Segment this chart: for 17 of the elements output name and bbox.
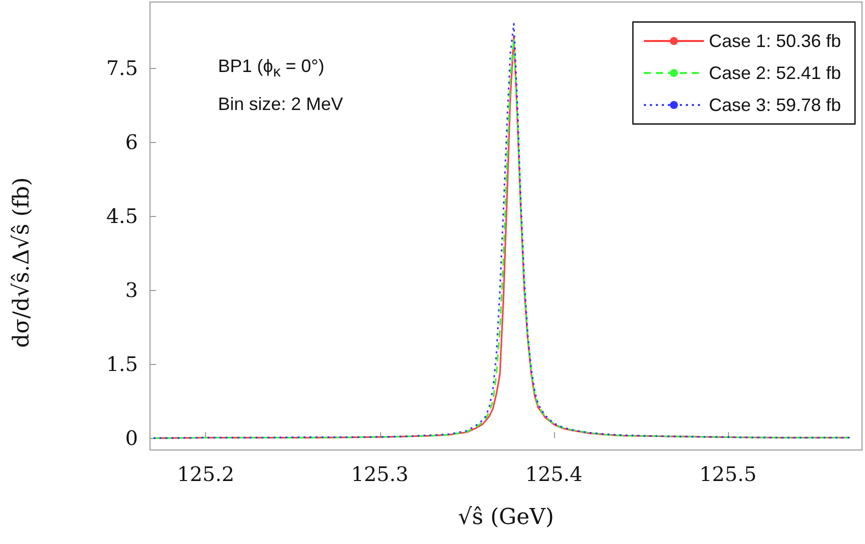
y-axis-title: dσ/d√ŝ.Δ√ŝ (fb) [10, 176, 34, 350]
y-tick-label: 3 [125, 278, 138, 302]
y-tick-label: 6 [125, 130, 138, 154]
x-tick-label: 125.5 [699, 462, 757, 486]
y-tick-label: 4.5 [106, 204, 138, 228]
x-tick-label: 125.2 [177, 462, 234, 486]
x-axis-title: √ŝ (GeV) [457, 505, 555, 530]
y-tick-label: 7.5 [106, 56, 138, 80]
y-tick-label: 1.5 [106, 352, 138, 376]
annotation: Bin size: 2 MeV [218, 94, 344, 115]
legend-label: Case 2: 52.41 fb [708, 63, 842, 83]
y-tick-label: 0 [125, 426, 138, 450]
x-tick-label: 125.3 [351, 462, 408, 486]
legend-label: Case 3: 59.78 fb [708, 95, 842, 115]
x-tick-label: 125.4 [525, 462, 583, 486]
legend-label: Case 1: 50.36 fb [708, 31, 842, 51]
annotation: BP1 (ϕ$_{κ}$ = 0°) [218, 56, 324, 81]
